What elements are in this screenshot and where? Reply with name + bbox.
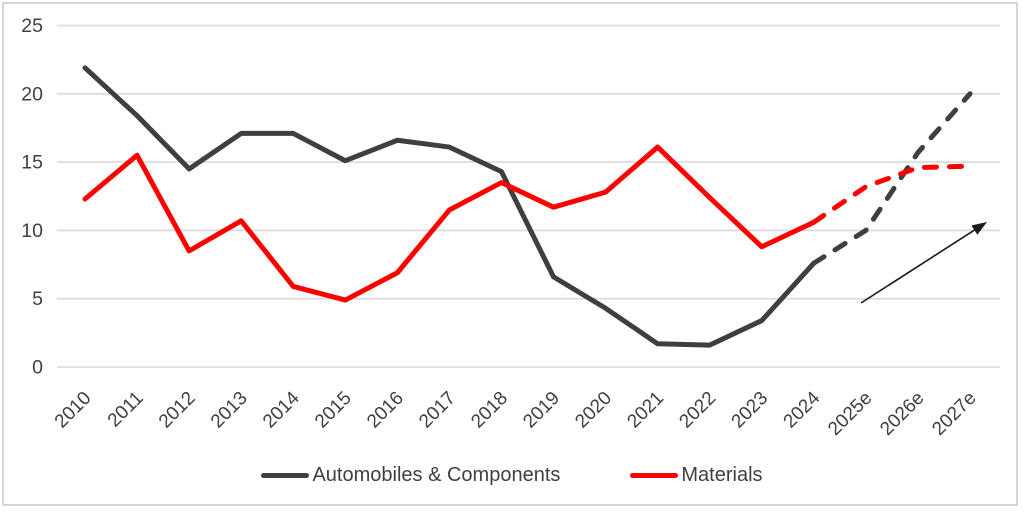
series-line-solid-0 [82,65,817,348]
x-axis-tick-label-2022: 2022 [675,388,720,433]
x-axis-tick-label-2023: 2023 [728,388,773,433]
x-axis-tick-label-2021: 2021 [623,388,668,433]
y-axis-tick-label-10: 10 [21,220,43,242]
x-axis-tick-label-2027e: 2027e [928,388,980,440]
series-line-dashed-1 [811,163,973,225]
legend-item-automobiles: Automobiles & Components [261,464,560,487]
trend-arrow-line [860,227,979,304]
legend-label-automobiles: Automobiles & Components [312,464,561,486]
legend-item-materials: Materials [630,464,763,487]
x-axis-tick-label-2020: 2020 [571,388,616,433]
trend-arrow-head-icon [971,222,987,235]
x-axis-tick-label-2019: 2019 [519,388,564,433]
x-axis-tick-label-2015: 2015 [311,388,356,433]
y-axis-tick-label-20: 20 [21,83,43,105]
y-axis-tick-label-25: 25 [21,15,43,37]
x-axis-tick-label-2012: 2012 [155,388,200,433]
legend-label-materials: Materials [681,464,763,486]
x-axis-tick-label-2014: 2014 [259,387,304,432]
x-axis-tick-label-2010: 2010 [51,388,96,433]
x-axis-tick-label-2024: 2024 [780,387,825,432]
legend-swatch-automobiles-line-icon [261,473,310,478]
x-axis-tick-label-2011: 2011 [104,388,148,432]
x-axis-tick-label-2018: 2018 [467,388,512,433]
y-axis-tick-label-5: 5 [32,288,43,310]
y-axis-tick-label-15: 15 [21,152,43,174]
series-line-dashed-0 [811,91,973,266]
legend-swatch-materials-line-icon [630,473,679,478]
x-axis-tick-label-2017: 2017 [415,388,460,433]
chart-legend: Automobiles & Components Materials [0,464,1024,487]
x-axis-tick-label-2026e: 2026e [876,388,928,440]
x-axis-tick-label-2013: 2013 [207,388,252,433]
series-line-solid-1 [82,144,817,303]
y-axis-tick-label-0: 0 [32,357,43,379]
x-axis-tick-label-2025e: 2025e [824,388,876,440]
x-axis-tick-label-2016: 2016 [363,388,408,433]
